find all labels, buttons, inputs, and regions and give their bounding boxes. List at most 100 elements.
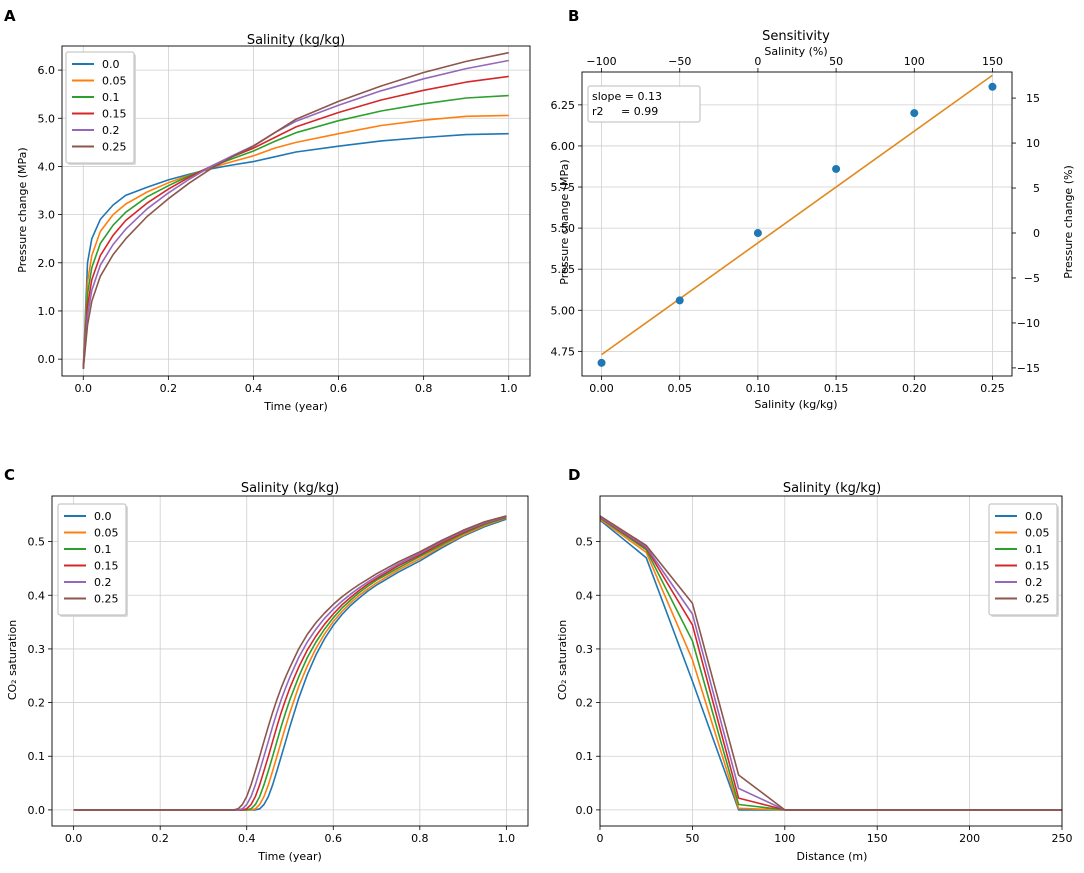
legend-label: 0.05 — [94, 527, 119, 540]
plot-frame — [51, 495, 529, 827]
legend-label: 0.25 — [1025, 593, 1050, 606]
data-point — [675, 296, 684, 305]
right-tick-label: −15 — [1017, 362, 1040, 375]
y-tick-label: 5.00 — [551, 304, 576, 317]
panel-c: C Salinity (kg/kg) Time (year) CO₂ satur… — [4, 466, 529, 863]
plot-frame — [581, 71, 1013, 377]
y-tick-label: 0.0 — [28, 804, 46, 817]
data-point — [910, 109, 919, 118]
legend-label: 0.2 — [102, 124, 120, 137]
series-line-0.05 — [82, 114, 509, 369]
y-tick-label: 5.75 — [551, 181, 576, 194]
x-tick-label: 0.00 — [589, 382, 614, 395]
y-tick-label: 6.0 — [38, 64, 56, 77]
y-tick-label: 0.2 — [28, 697, 46, 710]
legend-label: 0.25 — [94, 593, 119, 606]
top-tick-label: 100 — [904, 55, 925, 68]
legend-label: 0.25 — [102, 141, 127, 154]
top-tick-label: −50 — [668, 55, 691, 68]
x-tick-label: 0.4 — [245, 382, 263, 395]
panel-c-legend: 0.0 0.05 0.1 0.15 0.2 0.25 — [57, 503, 128, 617]
x-tick-label: 0.05 — [667, 382, 692, 395]
y-tick-label: 1.0 — [38, 305, 56, 318]
panel-b-xlabel: Salinity (kg/kg) — [754, 398, 837, 411]
panel-a-legend: 0.0 0.05 0.1 0.15 0.2 0.25 — [65, 51, 136, 165]
data-point — [597, 358, 606, 367]
annotation-r2: r2 = 0.99 — [592, 105, 658, 118]
panel-b-ylabel: Pressure change (MPa) — [558, 159, 571, 284]
legend-label: 0.0 — [94, 510, 112, 523]
y-tick-label: 0.4 — [28, 589, 46, 602]
panel-d-legend: 0.0 0.05 0.1 0.15 0.2 0.25 — [988, 503, 1059, 617]
plot-frame — [61, 45, 531, 377]
x-tick-label: 0.25 — [980, 382, 1005, 395]
fit-line — [601, 74, 993, 356]
y-tick-label: 0.1 — [28, 750, 46, 763]
y-tick-label: 0.3 — [28, 643, 46, 656]
x-tick-label: 1.0 — [498, 832, 516, 845]
x-tick-label: 0.6 — [325, 832, 343, 845]
y-tick-label: 6.25 — [551, 99, 576, 112]
x-tick-label: 0.0 — [75, 382, 93, 395]
panel-d-letter: D — [568, 466, 580, 484]
x-tick-label: 100 — [774, 832, 795, 845]
data-point — [753, 229, 762, 238]
panel-c-title: Salinity (kg/kg) — [241, 481, 339, 496]
y-tick-label: 0.5 — [28, 536, 46, 549]
series-line-0.2 — [82, 59, 509, 369]
right-tick-label: 5 — [1033, 182, 1040, 195]
plot-frame — [599, 495, 1063, 827]
panel-c-xlabel: Time (year) — [257, 850, 322, 863]
panel-c-letter: C — [4, 466, 15, 484]
right-tick-label: −10 — [1017, 317, 1040, 330]
y-tick-label: 4.0 — [38, 160, 56, 173]
y-tick-label: 4.75 — [551, 345, 576, 358]
y-tick-label: 0.1 — [576, 750, 594, 763]
legend-label: 0.2 — [1025, 576, 1043, 589]
top-tick-label: 50 — [829, 55, 843, 68]
panel-a-xlabel: Time (year) — [263, 400, 328, 413]
legend-label: 0.0 — [1025, 510, 1043, 523]
x-tick-label: 0.2 — [160, 382, 178, 395]
right-tick-label: −5 — [1024, 272, 1040, 285]
panel-d: D Salinity (kg/kg) Distance (m) CO₂ satu… — [556, 466, 1073, 863]
x-tick-label: 0.2 — [151, 832, 169, 845]
series-line-0.05 — [73, 517, 507, 811]
panel-b-title: Sensitivity — [762, 29, 830, 44]
series-line-0.25 — [73, 515, 507, 811]
series-line-0.25 — [599, 515, 1062, 811]
series-line-0.15 — [82, 75, 509, 369]
panel-d-xlabel: Distance (m) — [797, 850, 868, 863]
panel-a: A Salinity (kg/kg) Time (year) Pressure … — [4, 7, 531, 413]
y-tick-label: 0.0 — [576, 804, 594, 817]
legend-label: 0.15 — [94, 560, 119, 573]
x-tick-label: 0.8 — [411, 832, 429, 845]
panel-d-ylabel: CO₂ saturation — [556, 620, 569, 700]
legend-label: 0.1 — [1025, 543, 1043, 556]
data-point — [832, 164, 841, 173]
x-tick-label: 150 — [867, 832, 888, 845]
y-tick-label: 6.00 — [551, 140, 576, 153]
panel-c-ylabel: CO₂ saturation — [6, 620, 19, 700]
x-tick-label: 0.10 — [746, 382, 771, 395]
series-line-0.0 — [73, 518, 507, 811]
x-tick-label: 200 — [959, 832, 980, 845]
series-line-0.2 — [73, 515, 507, 811]
y-tick-label: 5.50 — [551, 222, 576, 235]
top-tick-label: 150 — [982, 55, 1003, 68]
panel-d-title: Salinity (kg/kg) — [783, 481, 881, 496]
panel-a-title: Salinity (kg/kg) — [247, 33, 345, 48]
panel-b-letter: B — [568, 7, 579, 25]
right-tick-label: 0 — [1033, 227, 1040, 240]
legend-label: 0.15 — [102, 108, 127, 121]
series-line-0.15 — [73, 516, 507, 811]
y-tick-label: 5.0 — [38, 112, 56, 125]
x-tick-label: 50 — [685, 832, 699, 845]
legend-label: 0.15 — [1025, 560, 1050, 573]
top-tick-label: 0 — [754, 55, 761, 68]
x-tick-label: 0.6 — [330, 382, 348, 395]
legend-label: 0.05 — [102, 75, 127, 88]
right-tick-label: 15 — [1026, 92, 1040, 105]
y-tick-label: 0.5 — [576, 536, 594, 549]
x-tick-label: 0.0 — [65, 832, 83, 845]
